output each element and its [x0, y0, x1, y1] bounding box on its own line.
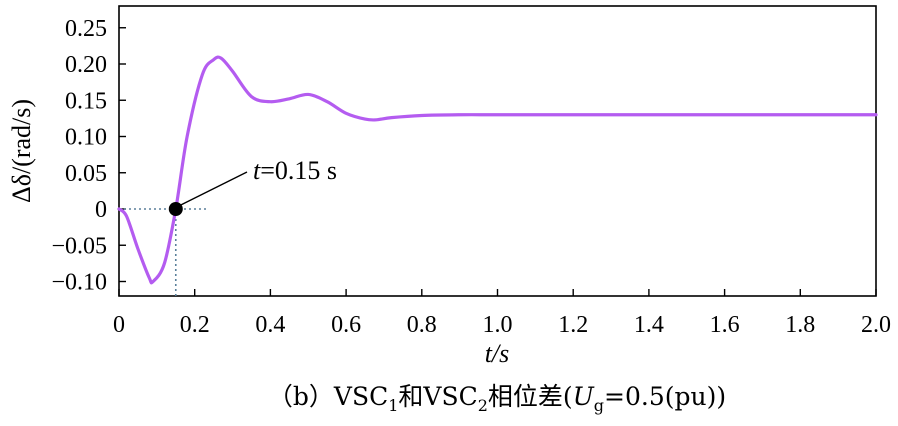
x-tick-label: 1.8: [785, 312, 815, 338]
x-tick-label: 2.0: [861, 312, 891, 338]
plot-frame: [118, 5, 877, 297]
y-tick-label: −0.05: [51, 233, 107, 259]
caption-sub2: 2: [478, 396, 488, 415]
x-tick-label: 1.0: [483, 312, 513, 338]
y-tick-label: 0.25: [65, 16, 107, 42]
y-axis-title: Δδ/(rad/s): [7, 99, 36, 203]
x-tick-label: 1.6: [710, 312, 740, 338]
x-tick-label: 0.4: [255, 312, 285, 338]
y-tick-label: 0.10: [65, 125, 107, 151]
annotation-label-italic: t: [253, 156, 261, 185]
y-tick-label: 0.20: [65, 52, 107, 78]
annotation-leader-line: [180, 171, 248, 206]
y-tick-label: 0.15: [65, 88, 107, 114]
caption-u: U: [573, 382, 595, 411]
annotation-label: t=0.15 s: [253, 156, 337, 185]
annotation-marker: [168, 202, 183, 216]
axis-ticks: [118, 27, 877, 296]
annotation-label-rest: =0.15 s: [260, 156, 337, 185]
series-line: [117, 55, 878, 285]
x-axis-title: t/s: [485, 339, 510, 368]
annotation-guides: [119, 208, 208, 296]
caption-ug-sub: g: [594, 396, 604, 415]
caption-mid: 和VSC: [398, 382, 477, 411]
x-tick-label: 0.6: [331, 312, 361, 338]
caption-sub1: 1: [388, 396, 398, 415]
chart-caption: （b）VSC1和VSC2相位差(Ug=0.5(pu)): [268, 382, 726, 415]
axis-tick-labels: 0 0.2 0.4 0.6 0.8 1.0 1.2 1.4 1.6 1.8 2.0 −0.10 −0.0…: [51, 16, 891, 338]
y-tick-label: −0.10: [51, 270, 107, 296]
y-tick-label: 0: [95, 197, 107, 223]
x-tick-label: 1.4: [634, 312, 664, 338]
x-tick-label: 0.2: [180, 312, 210, 338]
x-tick-label: 0: [113, 312, 125, 338]
caption-prefix: （b）VSC: [268, 382, 388, 411]
caption-suffix: =0.5(pu)): [604, 382, 726, 411]
y-tick-label: 0.05: [65, 161, 107, 187]
x-tick-label: 0.8: [407, 312, 437, 338]
caption-text: 相位差(: [488, 382, 573, 411]
x-tick-label: 1.2: [558, 312, 588, 338]
